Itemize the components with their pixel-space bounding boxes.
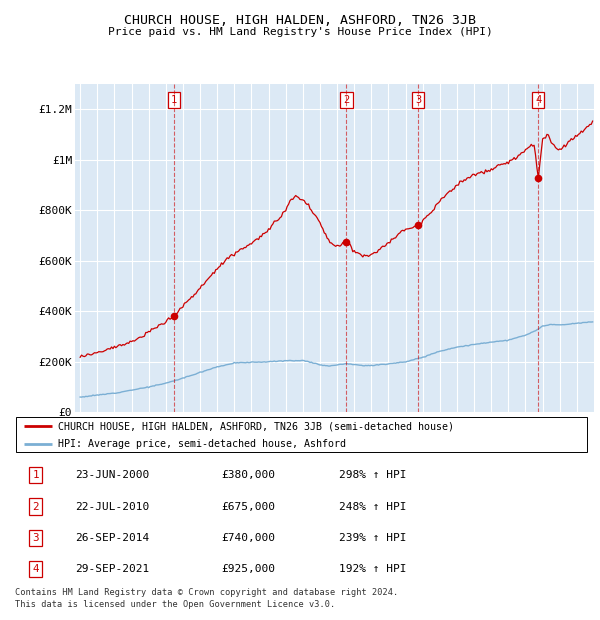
Text: 29-SEP-2021: 29-SEP-2021: [75, 564, 149, 574]
Text: £740,000: £740,000: [221, 533, 275, 542]
Text: 4: 4: [535, 95, 541, 105]
Text: 3: 3: [32, 533, 39, 542]
Text: 248% ↑ HPI: 248% ↑ HPI: [339, 502, 406, 512]
Text: 2: 2: [343, 95, 350, 105]
Text: £925,000: £925,000: [221, 564, 275, 574]
Text: 23-JUN-2000: 23-JUN-2000: [75, 471, 149, 480]
Text: CHURCH HOUSE, HIGH HALDEN, ASHFORD, TN26 3JB (semi-detached house): CHURCH HOUSE, HIGH HALDEN, ASHFORD, TN26…: [58, 421, 454, 431]
Text: This data is licensed under the Open Government Licence v3.0.: This data is licensed under the Open Gov…: [15, 600, 335, 609]
Text: £380,000: £380,000: [221, 471, 275, 480]
Text: 298% ↑ HPI: 298% ↑ HPI: [339, 471, 406, 480]
Text: 22-JUL-2010: 22-JUL-2010: [75, 502, 149, 512]
Text: 192% ↑ HPI: 192% ↑ HPI: [339, 564, 406, 574]
Text: Contains HM Land Registry data © Crown copyright and database right 2024.: Contains HM Land Registry data © Crown c…: [15, 588, 398, 597]
FancyBboxPatch shape: [16, 417, 587, 452]
Text: CHURCH HOUSE, HIGH HALDEN, ASHFORD, TN26 3JB: CHURCH HOUSE, HIGH HALDEN, ASHFORD, TN26…: [124, 14, 476, 27]
Text: 3: 3: [415, 95, 421, 105]
Text: 2: 2: [32, 502, 39, 512]
Text: 1: 1: [171, 95, 177, 105]
Text: £675,000: £675,000: [221, 502, 275, 512]
Text: 1: 1: [32, 471, 39, 480]
Text: 4: 4: [32, 564, 39, 574]
Text: 26-SEP-2014: 26-SEP-2014: [75, 533, 149, 542]
Text: HPI: Average price, semi-detached house, Ashford: HPI: Average price, semi-detached house,…: [58, 439, 346, 450]
Text: Price paid vs. HM Land Registry's House Price Index (HPI): Price paid vs. HM Land Registry's House …: [107, 27, 493, 37]
Text: 239% ↑ HPI: 239% ↑ HPI: [339, 533, 406, 542]
